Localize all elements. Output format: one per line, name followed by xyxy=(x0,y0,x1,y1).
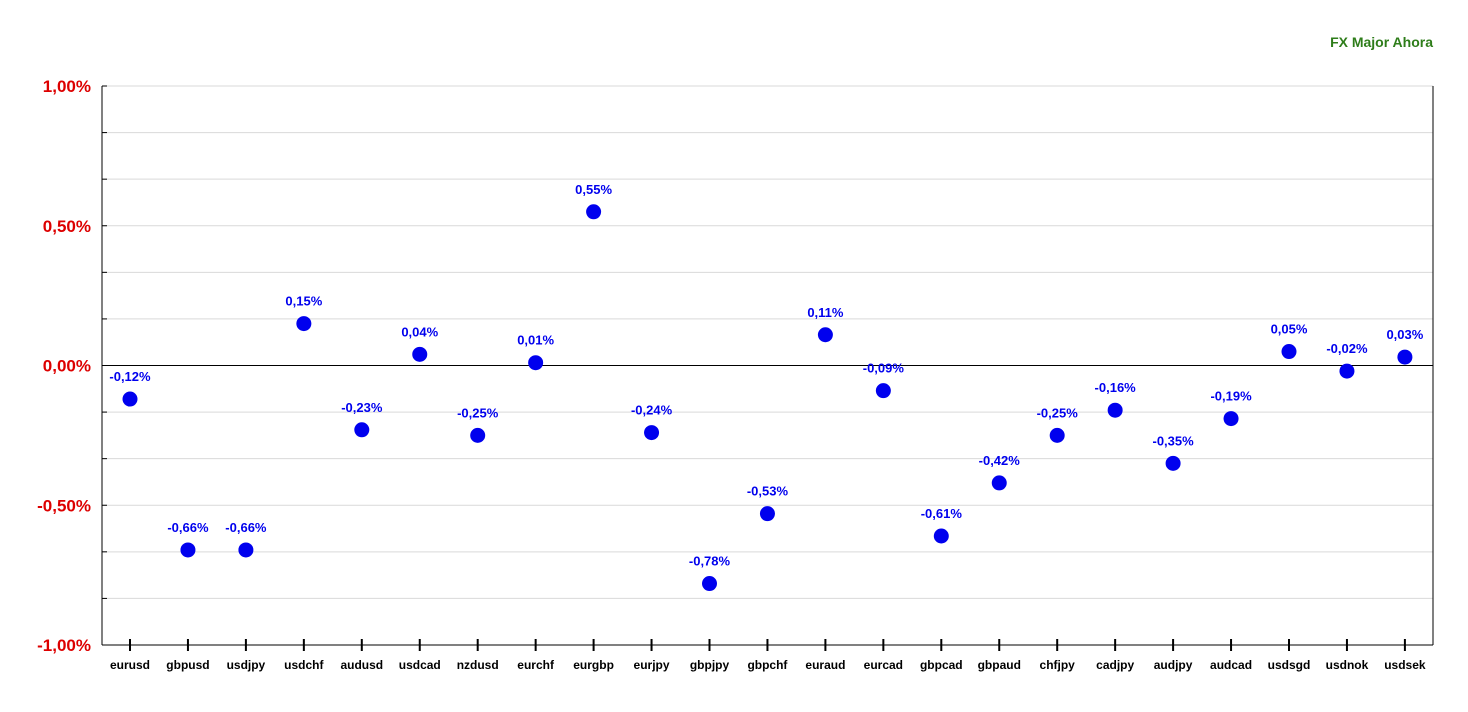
data-label: -0,16% xyxy=(1095,380,1137,395)
x-tick-label: usdcad xyxy=(399,658,441,672)
data-label: 0,01% xyxy=(517,333,554,348)
data-label: -0,19% xyxy=(1210,389,1252,404)
data-point xyxy=(354,422,370,438)
data-point xyxy=(1397,349,1413,365)
data-point xyxy=(180,542,196,558)
x-tick-label: eurcad xyxy=(864,658,903,672)
x-tick-label: gbpjpy xyxy=(690,658,730,672)
x-tick-label: eurgbp xyxy=(573,658,614,672)
data-label: -0,78% xyxy=(689,554,731,569)
data-point xyxy=(412,346,428,362)
x-tick-label: gbpusd xyxy=(166,658,209,672)
x-tick-label: gbpcad xyxy=(920,658,963,672)
x-tick-label: eurchf xyxy=(517,658,555,672)
y-tick-label: -1,00% xyxy=(37,636,91,655)
data-point xyxy=(1107,402,1123,418)
x-tick-label: audjpy xyxy=(1154,658,1193,672)
x-tick-label: chfjpy xyxy=(1040,658,1076,672)
data-label: -0,25% xyxy=(457,405,499,420)
data-label: -0,25% xyxy=(1037,405,1079,420)
data-label: 0,55% xyxy=(575,182,612,197)
x-tick-label: usdnok xyxy=(1326,658,1369,672)
data-point xyxy=(1165,455,1181,471)
data-label: -0,61% xyxy=(921,506,963,521)
x-tick-label: audcad xyxy=(1210,658,1252,672)
x-tick-label: usdsgd xyxy=(1268,658,1311,672)
x-tick-label: gbpchf xyxy=(747,658,788,672)
x-tick-label: usdjpy xyxy=(227,658,266,672)
data-label: 0,15% xyxy=(285,294,322,309)
data-label: -0,12% xyxy=(109,369,151,384)
data-label: -0,66% xyxy=(167,520,209,535)
y-tick-label: -0,50% xyxy=(37,496,91,515)
data-point xyxy=(586,204,602,220)
data-point xyxy=(470,427,486,443)
data-point xyxy=(528,355,544,371)
data-label: -0,53% xyxy=(747,484,789,499)
data-label: 0,05% xyxy=(1271,322,1308,337)
data-label: -0,23% xyxy=(341,400,383,415)
data-point xyxy=(1281,344,1297,360)
x-tick-label: eurjpy xyxy=(634,658,670,672)
y-tick-label: 0,50% xyxy=(43,217,91,236)
data-label: -0,24% xyxy=(631,403,673,418)
data-point xyxy=(817,327,833,343)
chart-title: FX Major Ahora xyxy=(1330,34,1433,50)
y-tick-label: 0,00% xyxy=(43,357,91,376)
x-tick-label: audusd xyxy=(340,658,383,672)
x-tick-label: eurusd xyxy=(110,658,150,672)
data-point xyxy=(991,475,1007,491)
x-tick-label: usdsek xyxy=(1384,658,1426,672)
data-label: 0,03% xyxy=(1386,327,1423,342)
data-point xyxy=(122,391,138,407)
data-point xyxy=(1223,411,1239,427)
data-point xyxy=(933,528,949,544)
data-point xyxy=(1339,363,1355,379)
data-label: 0,04% xyxy=(401,324,438,339)
y-tick-label: 1,00% xyxy=(43,77,91,96)
x-tick-label: usdchf xyxy=(284,658,324,672)
data-label: -0,02% xyxy=(1326,341,1368,356)
data-label: -0,35% xyxy=(1152,433,1194,448)
x-tick-label: nzdusd xyxy=(457,658,499,672)
data-point xyxy=(759,506,775,522)
data-label: -0,66% xyxy=(225,520,267,535)
x-tick-label: cadjpy xyxy=(1096,658,1134,672)
data-point xyxy=(1049,427,1065,443)
data-label: -0,09% xyxy=(863,361,905,376)
data-point xyxy=(875,383,891,399)
data-point xyxy=(296,316,312,332)
data-point xyxy=(644,425,660,441)
x-tick-label: euraud xyxy=(805,658,845,672)
data-label: 0,11% xyxy=(807,305,844,320)
data-point xyxy=(238,542,254,558)
x-tick-label: gbpaud xyxy=(978,658,1021,672)
data-label: -0,42% xyxy=(979,453,1021,468)
data-point xyxy=(702,576,717,592)
